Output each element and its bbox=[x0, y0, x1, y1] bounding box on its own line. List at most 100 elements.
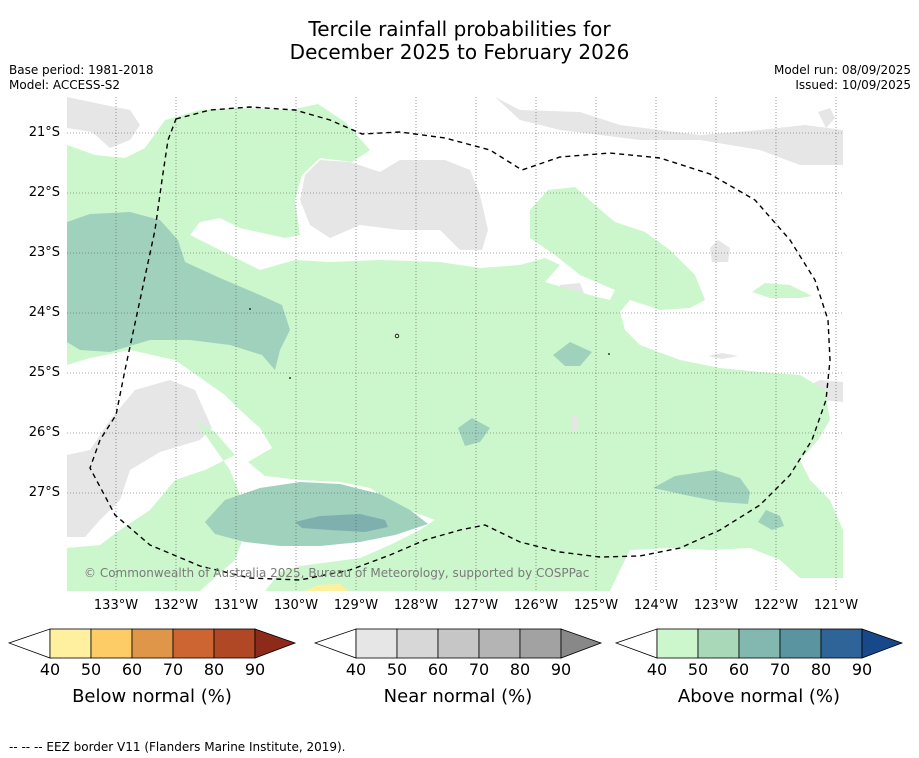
issued-date: Issued: 10/09/2025 bbox=[795, 78, 911, 92]
model-name: Model: ACCESS-S2 bbox=[9, 78, 121, 92]
lat-label-26: 26°S bbox=[28, 425, 60, 440]
colorbar-tick: 90 bbox=[851, 660, 873, 679]
lon-label-133: 133°W bbox=[93, 598, 139, 613]
island-marker bbox=[394, 333, 400, 339]
colorbar-segment bbox=[90, 628, 133, 659]
colorbar-tick: 50 bbox=[80, 660, 102, 679]
colorbar-segment bbox=[172, 628, 215, 659]
colorbar-tick: 50 bbox=[687, 660, 709, 679]
colorbar-label-above: Above normal (%) bbox=[677, 686, 841, 707]
lon-label-129: 129°W bbox=[333, 598, 379, 613]
colorbar-tick: 70 bbox=[769, 660, 791, 679]
colorbar-tick: 90 bbox=[550, 660, 572, 679]
colorbar-segment bbox=[49, 628, 92, 659]
colorbar-tick: 80 bbox=[203, 660, 225, 679]
base-period: Base period: 1981-2018 bbox=[9, 63, 154, 77]
island-marker bbox=[289, 377, 291, 379]
lat-label-23: 23°S bbox=[28, 245, 60, 260]
grey-region bbox=[67, 380, 212, 537]
teal-region bbox=[653, 470, 750, 504]
colorbar-tick: 40 bbox=[39, 660, 61, 679]
grey-region bbox=[708, 353, 738, 359]
colorbar-arrow-left bbox=[8, 628, 51, 659]
colorbar-segment bbox=[355, 628, 398, 659]
map-title: Tercile rainfall probabilities for Decem… bbox=[0, 18, 919, 64]
colorbar-tick: 70 bbox=[468, 660, 490, 679]
colorbar-tick: 60 bbox=[427, 660, 449, 679]
colorbar-tick: 60 bbox=[728, 660, 750, 679]
colorbar-segment bbox=[131, 628, 174, 659]
title-line-2: December 2025 to February 2026 bbox=[289, 40, 630, 64]
teal-region bbox=[553, 342, 592, 366]
colorbar-tick: 40 bbox=[345, 660, 367, 679]
meta-left: Base period: 1981-2018 Model: ACCESS-S2 bbox=[9, 63, 154, 93]
model-run: Model run: 08/09/2025 bbox=[773, 63, 911, 77]
colorbar-arrow-right bbox=[861, 628, 904, 659]
grey-region bbox=[300, 160, 488, 250]
colorbar-segment bbox=[396, 628, 439, 659]
colorbar-arrow-left bbox=[615, 628, 658, 659]
colorbar-arrow-right bbox=[560, 628, 603, 659]
colorbar-segment bbox=[697, 628, 740, 659]
colorbar-label-below: Below normal (%) bbox=[72, 686, 232, 707]
meta-right: Model run: 08/09/2025 Issued: 10/09/2025 bbox=[774, 63, 911, 93]
colorbar-below-normal bbox=[8, 628, 297, 659]
grey-region bbox=[67, 97, 140, 148]
colorbar-segment bbox=[738, 628, 781, 659]
teal-region bbox=[758, 510, 784, 530]
colorbar-tick: 80 bbox=[509, 660, 531, 679]
lon-label-130: 130°W bbox=[273, 598, 319, 613]
lon-label-126: 126°W bbox=[513, 598, 559, 613]
colorbar-arrow-left bbox=[314, 628, 357, 659]
lon-label-132: 132°W bbox=[153, 598, 199, 613]
eez-footnote: -- -- -- EEZ border V11 (Flanders Marine… bbox=[9, 740, 346, 754]
colorbar-tick: 70 bbox=[162, 660, 184, 679]
colorbar-tick: 60 bbox=[121, 660, 143, 679]
grey-region bbox=[710, 240, 730, 262]
lon-label-127: 127°W bbox=[453, 598, 499, 613]
lat-label-25: 25°S bbox=[28, 365, 60, 380]
colorbar-segment bbox=[478, 628, 521, 659]
probability-map bbox=[67, 97, 843, 591]
colorbar-arrow-right bbox=[254, 628, 297, 659]
island-markers bbox=[249, 308, 610, 379]
grey-region bbox=[818, 108, 835, 128]
lon-label-125: 125°W bbox=[573, 598, 619, 613]
copyright-notice: © Commonwealth of Australia 2025, Bureau… bbox=[84, 566, 590, 580]
above-normal-40-50 bbox=[67, 104, 843, 591]
below-normal-region bbox=[305, 584, 348, 591]
lon-label-128: 128°W bbox=[393, 598, 439, 613]
grey-region bbox=[495, 97, 843, 165]
teal-region bbox=[67, 212, 290, 370]
colorbar-tick: 40 bbox=[646, 660, 668, 679]
lon-label-121: 121°W bbox=[813, 598, 859, 613]
colorbar-label-near: Near normal (%) bbox=[383, 686, 533, 707]
lat-label-22: 22°S bbox=[28, 185, 60, 200]
colorbar-above-normal bbox=[615, 628, 904, 659]
lon-label-131: 131°W bbox=[213, 598, 259, 613]
above-normal-40-50 bbox=[67, 420, 250, 591]
island-marker bbox=[249, 308, 251, 310]
gridlines bbox=[67, 97, 843, 591]
near-normal-regions bbox=[67, 97, 843, 537]
lat-label-21: 21°S bbox=[28, 125, 60, 140]
colorbar-segment bbox=[656, 628, 699, 659]
teal-region bbox=[458, 418, 490, 446]
lon-label-122: 122°W bbox=[753, 598, 799, 613]
colorbar-tick: 80 bbox=[810, 660, 832, 679]
lon-label-124: 124°W bbox=[633, 598, 679, 613]
colorbar-near-normal bbox=[314, 628, 603, 659]
colorbar-tick: 90 bbox=[244, 660, 266, 679]
lon-label-123: 123°W bbox=[693, 598, 739, 613]
colorbar-segment bbox=[519, 628, 562, 659]
grey-region bbox=[572, 415, 578, 432]
lat-label-27: 27°S bbox=[28, 485, 60, 500]
colorbar-segment bbox=[437, 628, 480, 659]
lat-label-24: 24°S bbox=[28, 305, 60, 320]
colorbar-tick: 50 bbox=[386, 660, 408, 679]
island-marker bbox=[608, 353, 610, 355]
title-line-1: Tercile rainfall probabilities for bbox=[308, 17, 611, 41]
colorbar-segment bbox=[820, 628, 863, 659]
colorbar-segment bbox=[213, 628, 256, 659]
above-normal-60-70 bbox=[295, 514, 388, 532]
